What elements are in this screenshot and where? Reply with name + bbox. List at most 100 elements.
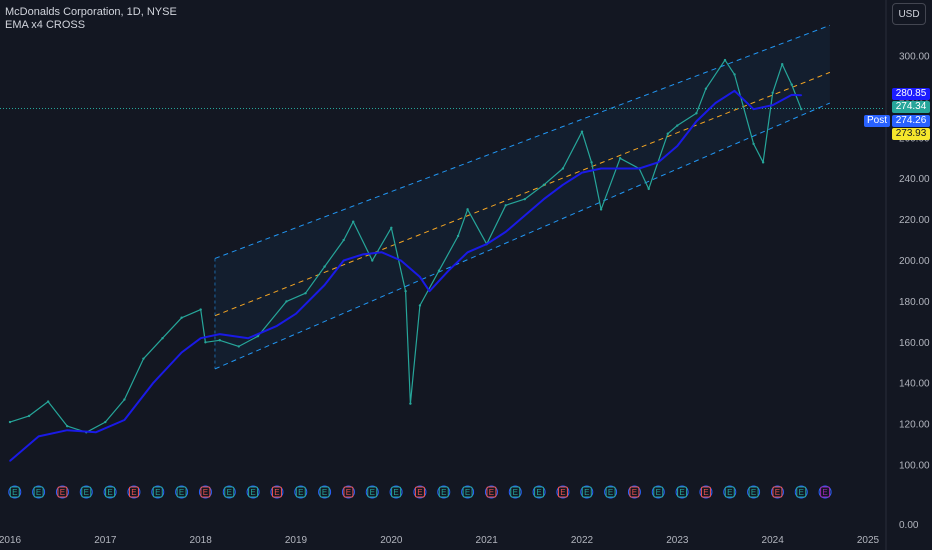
earnings-marker-label: E <box>36 488 41 497</box>
earnings-marker[interactable]: E <box>556 485 570 499</box>
y-tick-label: 300.00 <box>899 52 930 63</box>
price-point <box>781 62 784 66</box>
earnings-marker[interactable]: E <box>580 485 594 499</box>
earnings-marker[interactable]: E <box>651 485 665 499</box>
earnings-marker[interactable]: E <box>127 485 141 499</box>
earnings-marker[interactable]: E <box>747 485 761 499</box>
earnings-marker[interactable]: E <box>818 485 832 499</box>
earnings-marker-label: E <box>536 488 541 497</box>
earnings-marker[interactable]: E <box>8 485 22 499</box>
x-tick-label: 2022 <box>571 535 594 546</box>
earnings-marker-ring <box>8 485 22 499</box>
earnings-marker[interactable]: E <box>508 485 522 499</box>
earnings-marker-label: E <box>775 488 780 497</box>
earnings-marker[interactable]: E <box>437 485 451 499</box>
price-point <box>752 142 755 146</box>
earnings-marker[interactable]: E <box>222 485 236 499</box>
earnings-marker-label: E <box>227 488 232 497</box>
ema-point <box>66 429 68 432</box>
price-point <box>409 402 412 405</box>
earnings-marker-box <box>748 486 759 498</box>
earnings-marker-box <box>81 486 92 498</box>
earnings-marker[interactable]: E <box>32 485 46 499</box>
earnings-marker[interactable]: E <box>484 485 498 499</box>
price-point <box>104 420 107 424</box>
earnings-marker[interactable]: E <box>294 485 308 499</box>
earnings-marker[interactable]: E <box>55 485 69 499</box>
ema-point <box>428 290 431 292</box>
price-point <box>523 197 526 201</box>
earnings-marker-box <box>414 486 425 498</box>
ema-point <box>419 276 421 278</box>
earnings-marker[interactable]: E <box>604 485 618 499</box>
ema-point <box>466 251 469 254</box>
earnings-marker-ring <box>365 485 379 499</box>
indicator-title[interactable]: EMA x4 CROSS <box>5 19 86 31</box>
earnings-marker-ring <box>198 485 212 499</box>
earnings-marker[interactable]: E <box>103 485 117 499</box>
earnings-marker-box <box>677 486 688 498</box>
earnings-marker-ring <box>79 485 93 499</box>
chart-legend: McDonalds Corporation, 1D, NYSE EMA x4 C… <box>5 6 177 32</box>
earnings-marker-ring <box>55 485 69 499</box>
earnings-marker[interactable]: E <box>175 485 189 499</box>
earnings-marker[interactable]: E <box>198 485 212 499</box>
earnings-marker[interactable]: E <box>532 485 546 499</box>
earnings-marker-box <box>724 486 735 498</box>
earnings-marker[interactable]: E <box>794 485 808 499</box>
ema-point <box>381 251 383 254</box>
earnings-marker[interactable]: E <box>389 485 403 499</box>
earnings-marker[interactable]: E <box>675 485 689 499</box>
y-tick-label: 220.00 <box>899 215 930 226</box>
earnings-marker-ring <box>651 485 665 499</box>
earnings-marker[interactable]: E <box>79 485 93 499</box>
earnings-marker-box <box>128 486 139 498</box>
earnings-marker[interactable]: E <box>151 485 165 499</box>
earnings-marker-ring <box>794 485 808 499</box>
price-point <box>46 400 50 403</box>
ema-point <box>695 120 698 123</box>
earnings-marker[interactable]: E <box>699 485 713 499</box>
ema-point <box>447 269 450 272</box>
x-tick-label: 2020 <box>380 535 403 546</box>
earnings-marker-label: E <box>107 488 112 497</box>
earnings-marker[interactable]: E <box>246 485 260 499</box>
earnings-marker[interactable]: E <box>461 485 475 499</box>
price-point <box>504 204 507 207</box>
x-tick-label: 2018 <box>190 535 213 546</box>
earnings-marker[interactable]: E <box>723 485 737 499</box>
y-tick-label: 140.00 <box>899 379 930 390</box>
ema-point <box>199 337 202 340</box>
earnings-marker-ring <box>222 485 236 499</box>
ema-point <box>600 167 602 170</box>
earnings-marker[interactable]: E <box>318 485 332 499</box>
earnings-marker-box <box>105 486 116 498</box>
y-tick-label: 180.00 <box>899 297 930 308</box>
earnings-marker-box <box>57 486 68 498</box>
earnings-marker[interactable]: E <box>770 485 784 499</box>
earnings-marker[interactable]: E <box>270 485 284 499</box>
earnings-marker-ring <box>627 485 641 499</box>
earnings-marker-label: E <box>465 488 470 497</box>
earnings-marker-box <box>367 486 378 498</box>
earnings-marker-label: E <box>751 488 756 497</box>
price-point <box>180 316 183 319</box>
earnings-marker[interactable]: E <box>341 485 355 499</box>
symbol-title[interactable]: McDonalds Corporation, 1D, NYSE <box>5 6 177 18</box>
earnings-marker-label: E <box>179 488 184 497</box>
price-tag: 280.85 <box>892 88 930 100</box>
earnings-marker[interactable]: E <box>365 485 379 499</box>
ema-point <box>276 325 278 327</box>
ema-point <box>676 145 679 147</box>
currency-button[interactable]: USD <box>892 3 926 25</box>
price-point <box>790 83 793 86</box>
earnings-marker-ring <box>461 485 475 499</box>
ema-point <box>485 243 488 245</box>
earnings-marker-box <box>319 486 330 498</box>
price-point <box>342 238 345 242</box>
earnings-marker[interactable]: E <box>413 485 427 499</box>
earnings-marker[interactable]: E <box>627 485 641 499</box>
x-tick-label: 2024 <box>762 535 785 546</box>
channel-lower-line <box>214 102 831 370</box>
